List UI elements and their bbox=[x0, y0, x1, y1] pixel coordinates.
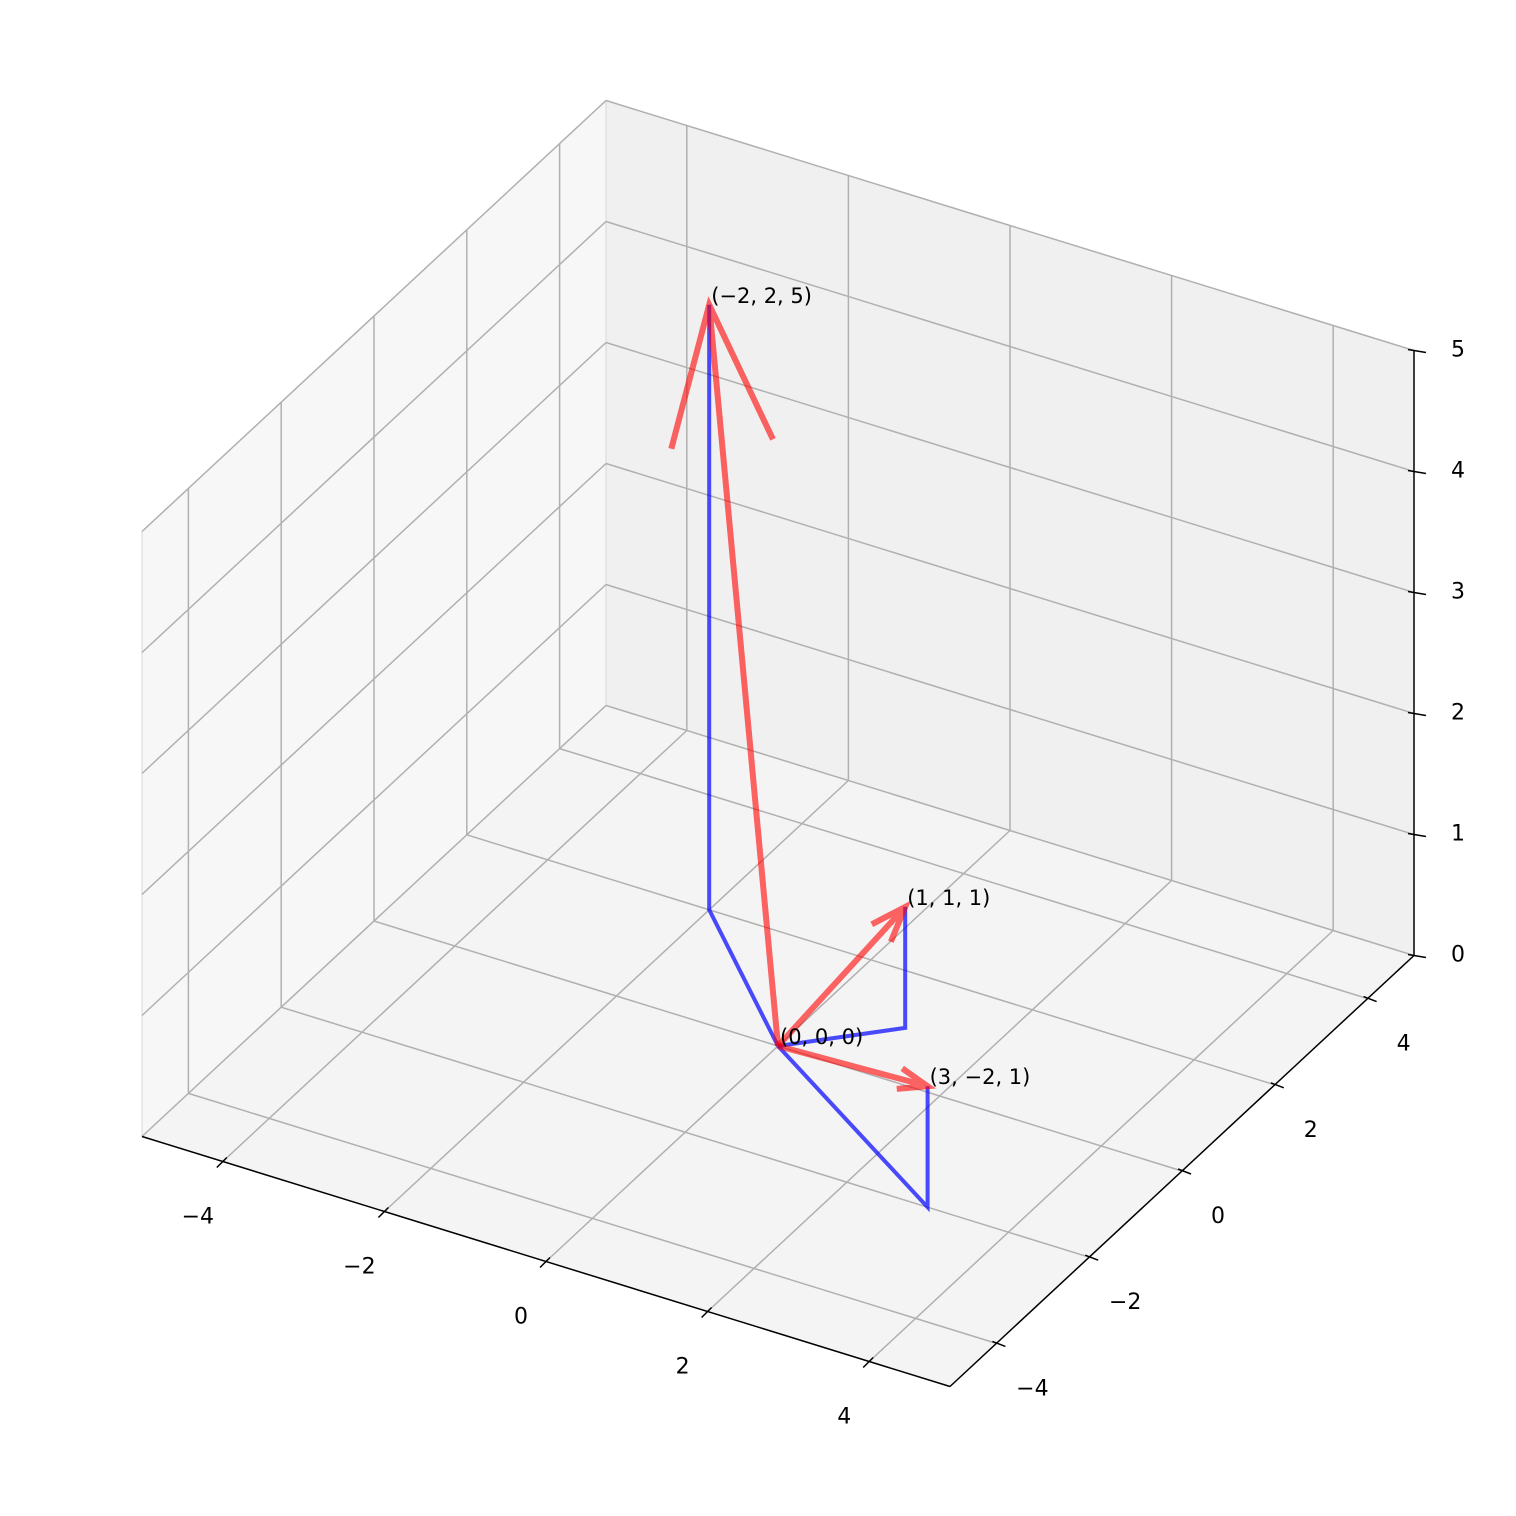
z-tick-label: 0 bbox=[1451, 943, 1465, 968]
projection-line bbox=[776, 1044, 930, 1213]
grid-line bbox=[605, 462, 1415, 715]
grid-line bbox=[280, 1006, 1090, 1258]
y-tick bbox=[1084, 1254, 1099, 1261]
grid-line bbox=[559, 747, 1368, 1000]
grid-line bbox=[141, 341, 607, 775]
grid-line bbox=[605, 99, 1415, 352]
y-tick bbox=[1363, 995, 1377, 1003]
projection-line bbox=[777, 906, 908, 1048]
x-tick bbox=[377, 1206, 389, 1219]
x-tick-label: 2 bbox=[676, 1355, 690, 1380]
y-tick-label: 4 bbox=[1397, 1032, 1411, 1057]
x-axis bbox=[141, 1135, 951, 1388]
z-tick-label: 3 bbox=[1451, 580, 1465, 605]
z-tick-label: 4 bbox=[1451, 459, 1465, 484]
y-tick bbox=[992, 1340, 1006, 1348]
z-tick bbox=[1407, 348, 1427, 354]
origin-label: (0, 0, 0) bbox=[780, 1025, 863, 1049]
y-tick-label: −2 bbox=[1109, 1290, 1141, 1315]
y-tick-label: 2 bbox=[1304, 1118, 1318, 1143]
y-tick bbox=[1177, 1168, 1192, 1175]
z-tick bbox=[1407, 832, 1427, 838]
z-tick-label: 5 bbox=[1451, 338, 1465, 363]
grid-line bbox=[141, 583, 607, 1017]
grid-line bbox=[605, 704, 1415, 957]
vector-label: (3, −2, 1) bbox=[930, 1065, 1031, 1089]
grid-line bbox=[605, 341, 1415, 594]
grid-line bbox=[605, 220, 1415, 473]
vector-arrow bbox=[777, 1043, 937, 1092]
vector-label: (1, 1, 1) bbox=[907, 886, 990, 910]
y-tick bbox=[1270, 1082, 1285, 1089]
x-tick-label: 4 bbox=[837, 1405, 851, 1430]
x-tick bbox=[216, 1156, 228, 1169]
vector-arrow bbox=[775, 900, 912, 1049]
grid-line bbox=[466, 834, 1276, 1086]
vector-arrow bbox=[668, 296, 781, 1047]
z-tick-label: 2 bbox=[1451, 701, 1465, 726]
grid-line bbox=[141, 99, 607, 533]
grid-line bbox=[141, 220, 607, 654]
x-tick-label: 0 bbox=[514, 1305, 528, 1330]
x-tick bbox=[862, 1356, 874, 1369]
z-tick bbox=[1407, 590, 1427, 596]
y-axis bbox=[949, 954, 1415, 1388]
x-tick bbox=[701, 1306, 713, 1319]
y-tick-label: 0 bbox=[1211, 1204, 1225, 1229]
vector-label: (−2, 2, 5) bbox=[711, 284, 812, 308]
x-tick-label: −4 bbox=[182, 1205, 214, 1230]
projection-line bbox=[707, 304, 780, 1047]
z-tick bbox=[1407, 711, 1427, 717]
y-tick-label: −4 bbox=[1016, 1376, 1048, 1401]
grid-line bbox=[188, 1092, 997, 1345]
z-tick bbox=[1407, 953, 1427, 959]
x-tick-label: −2 bbox=[343, 1255, 375, 1280]
z-tick-label: 1 bbox=[1451, 822, 1465, 847]
grid-line bbox=[141, 462, 607, 896]
z-tick bbox=[1407, 469, 1427, 475]
x-tick bbox=[539, 1256, 551, 1269]
grid-line bbox=[141, 704, 607, 1138]
